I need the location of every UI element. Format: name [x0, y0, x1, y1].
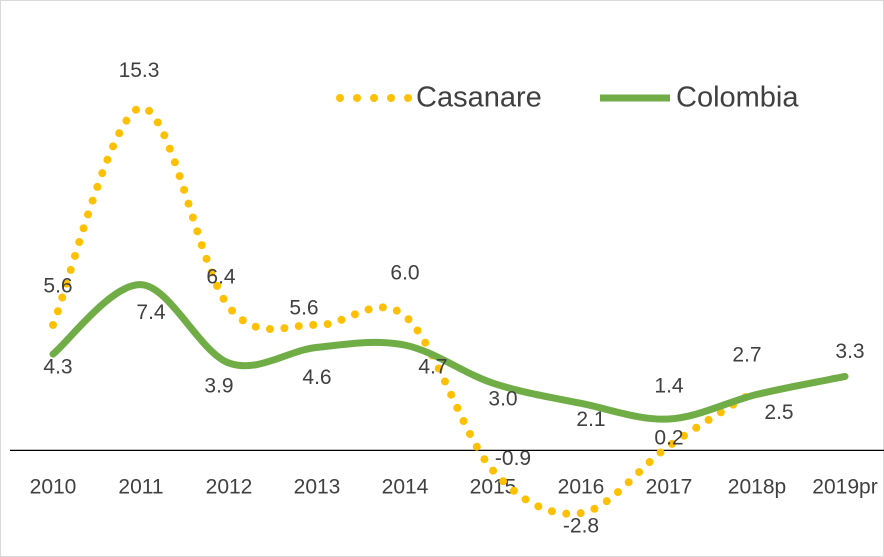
x-tick-label: 2019pr	[812, 476, 877, 499]
x-tick-label: 2010	[30, 476, 77, 499]
data-label: 4.6	[302, 366, 331, 389]
data-label: 2.7	[732, 343, 761, 366]
x-tick-label: 2011	[118, 476, 163, 499]
data-label: 3.9	[204, 375, 233, 398]
data-label: 1.4	[654, 375, 684, 398]
series-line	[49, 103, 761, 518]
series-line	[49, 281, 849, 423]
x-tick-label: 2014	[382, 476, 429, 499]
data-label: 15.3	[119, 59, 160, 82]
data-label: 4.7	[418, 356, 447, 379]
data-label: 4.3	[43, 356, 72, 379]
x-tick-label: 2013	[294, 476, 341, 499]
data-label: 3.3	[835, 340, 864, 363]
data-label: 5.6	[289, 297, 318, 320]
x-tick-label: 2018p	[728, 476, 786, 499]
data-label: 0.2	[654, 426, 683, 449]
data-label: 3.0	[488, 388, 517, 411]
data-label: 2.1	[576, 408, 605, 431]
x-tick-label: 2012	[206, 476, 253, 499]
x-tick-label: 2017	[646, 476, 693, 499]
data-label: 2.5	[764, 401, 793, 424]
legend-label: Casanare	[416, 82, 542, 114]
data-label: 6.0	[390, 262, 419, 285]
data-label: 5.6	[43, 275, 72, 298]
x-tick-label: 2016	[558, 476, 605, 499]
x-tick-label: 2015	[470, 476, 517, 499]
data-label: 7.4	[136, 301, 166, 324]
legend-label: Colombia	[676, 82, 799, 114]
data-label: -0.9	[495, 447, 531, 470]
data-label: -2.8	[563, 515, 599, 538]
data-label: 6.4	[206, 266, 236, 289]
